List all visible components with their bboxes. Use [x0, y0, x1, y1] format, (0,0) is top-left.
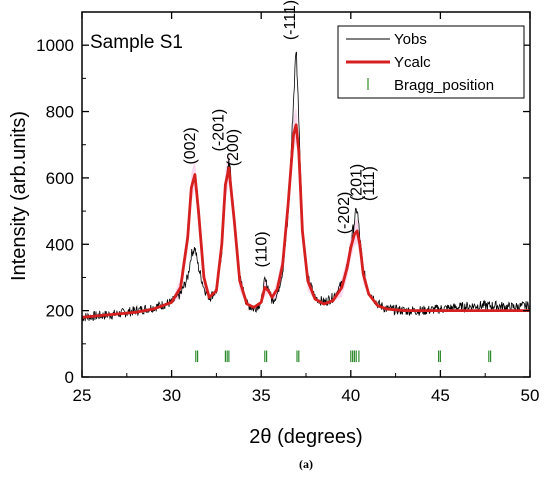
peak-label: (-201) — [211, 109, 228, 152]
peak-label: (200) — [225, 129, 242, 166]
x-axis-title: 2θ (degrees) — [249, 426, 362, 448]
x-tick-label: 30 — [162, 386, 181, 405]
y-tick-label: 1000 — [36, 36, 74, 55]
y-tick-label: 800 — [46, 103, 74, 122]
bragg-position-layer — [195, 350, 492, 363]
fit-band-layer — [82, 107, 530, 319]
series-layer — [81, 51, 531, 322]
peak-label: (-202) — [336, 192, 353, 235]
peak-labels-layer: (002) (-201)(200) (110) (-111) (-202)(201)(1… — [182, 0, 378, 268]
peak-label: (201) — [349, 164, 366, 201]
fit-band — [82, 107, 530, 319]
figure-caption: (a) — [299, 457, 313, 471]
peak-label: (002) — [182, 127, 199, 164]
legend: Yobs Ycalc Bragg_position — [337, 25, 525, 99]
peak-label: (110) — [254, 231, 271, 267]
x-tick-label: 25 — [73, 386, 92, 405]
y-tick-label: 0 — [65, 368, 74, 387]
x-tick-label: 50 — [521, 386, 540, 405]
legend-label-yobs: Yobs — [394, 31, 427, 48]
axes-layer: 25 30 35 40 45 50 0 200 400 600 800 1000 — [36, 11, 540, 405]
x-tick-label: 35 — [252, 386, 271, 405]
series-line-ycalc — [81, 123, 531, 319]
legend-label-bragg: Bragg_position — [394, 77, 494, 94]
y-tick-label: 600 — [46, 169, 74, 188]
legend-label-ycalc: Ycalc — [394, 54, 431, 71]
y-axis-title: Intensity (arb.units) — [8, 111, 30, 281]
x-tick-label: 40 — [341, 386, 360, 405]
y-tick-label: 200 — [46, 302, 74, 321]
sample-label: Sample S1 — [90, 32, 183, 53]
y-tick-label: 400 — [46, 235, 74, 254]
peak-label: (111) — [361, 166, 378, 201]
x-tick-label: 45 — [431, 386, 450, 405]
peak-label: (-111) — [282, 0, 299, 40]
